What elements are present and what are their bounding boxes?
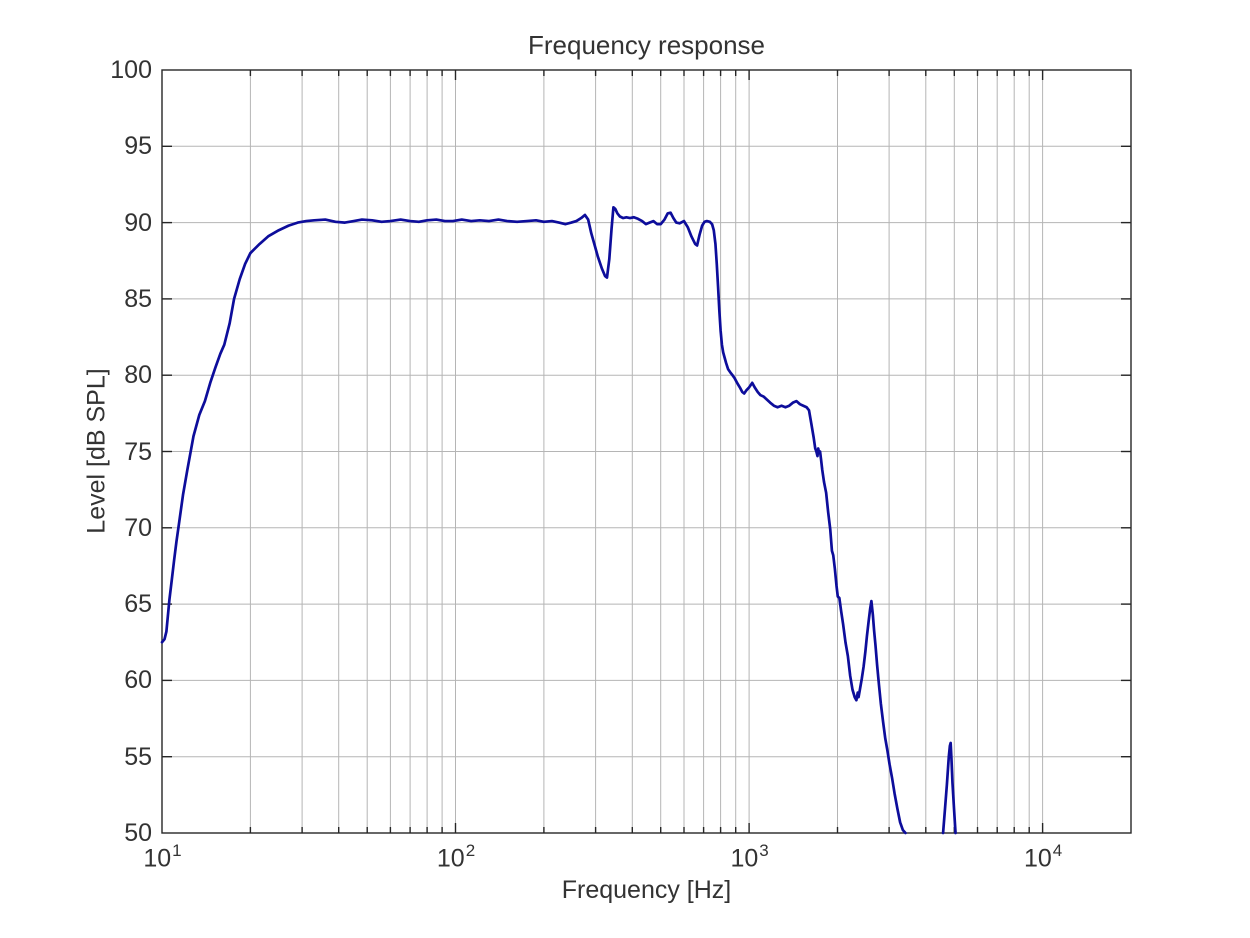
chart-title: Frequency response (527, 30, 766, 60)
y-tick-label: 65 (124, 590, 152, 619)
frequency-response-curve (160, 205, 907, 835)
x-tick-label: 102 (436, 841, 476, 873)
frequency-response-curve (941, 741, 957, 835)
y-tick-label: 100 (110, 56, 152, 84)
tick-marks (162, 70, 1131, 833)
y-tick-label: 60 (124, 666, 152, 695)
x-tick-exponent: 2 (465, 841, 476, 860)
response-curve-group (160, 205, 957, 835)
x-axis-label: Frequency [Hz] (561, 876, 732, 904)
grid-lines (162, 70, 1131, 833)
y-tick-label: 85 (124, 284, 152, 313)
y-tick-label: 80 (124, 361, 152, 390)
x-tick-exponent: 1 (172, 841, 182, 860)
x-tick-exponent: 3 (759, 841, 769, 860)
x-tick-label: 104 (1023, 841, 1063, 873)
y-tick-label: 50 (124, 819, 152, 847)
y-tick-label: 75 (124, 437, 152, 466)
x-tick-exponent: 4 (1052, 841, 1063, 860)
y-tick-label: 55 (124, 742, 152, 771)
y-tick-label: 70 (124, 513, 152, 542)
x-tick-label: 101 (143, 841, 182, 873)
x-tick-label: 103 (730, 841, 769, 873)
y-tick-label: 95 (124, 132, 152, 161)
y-tick-label: 90 (124, 208, 152, 237)
